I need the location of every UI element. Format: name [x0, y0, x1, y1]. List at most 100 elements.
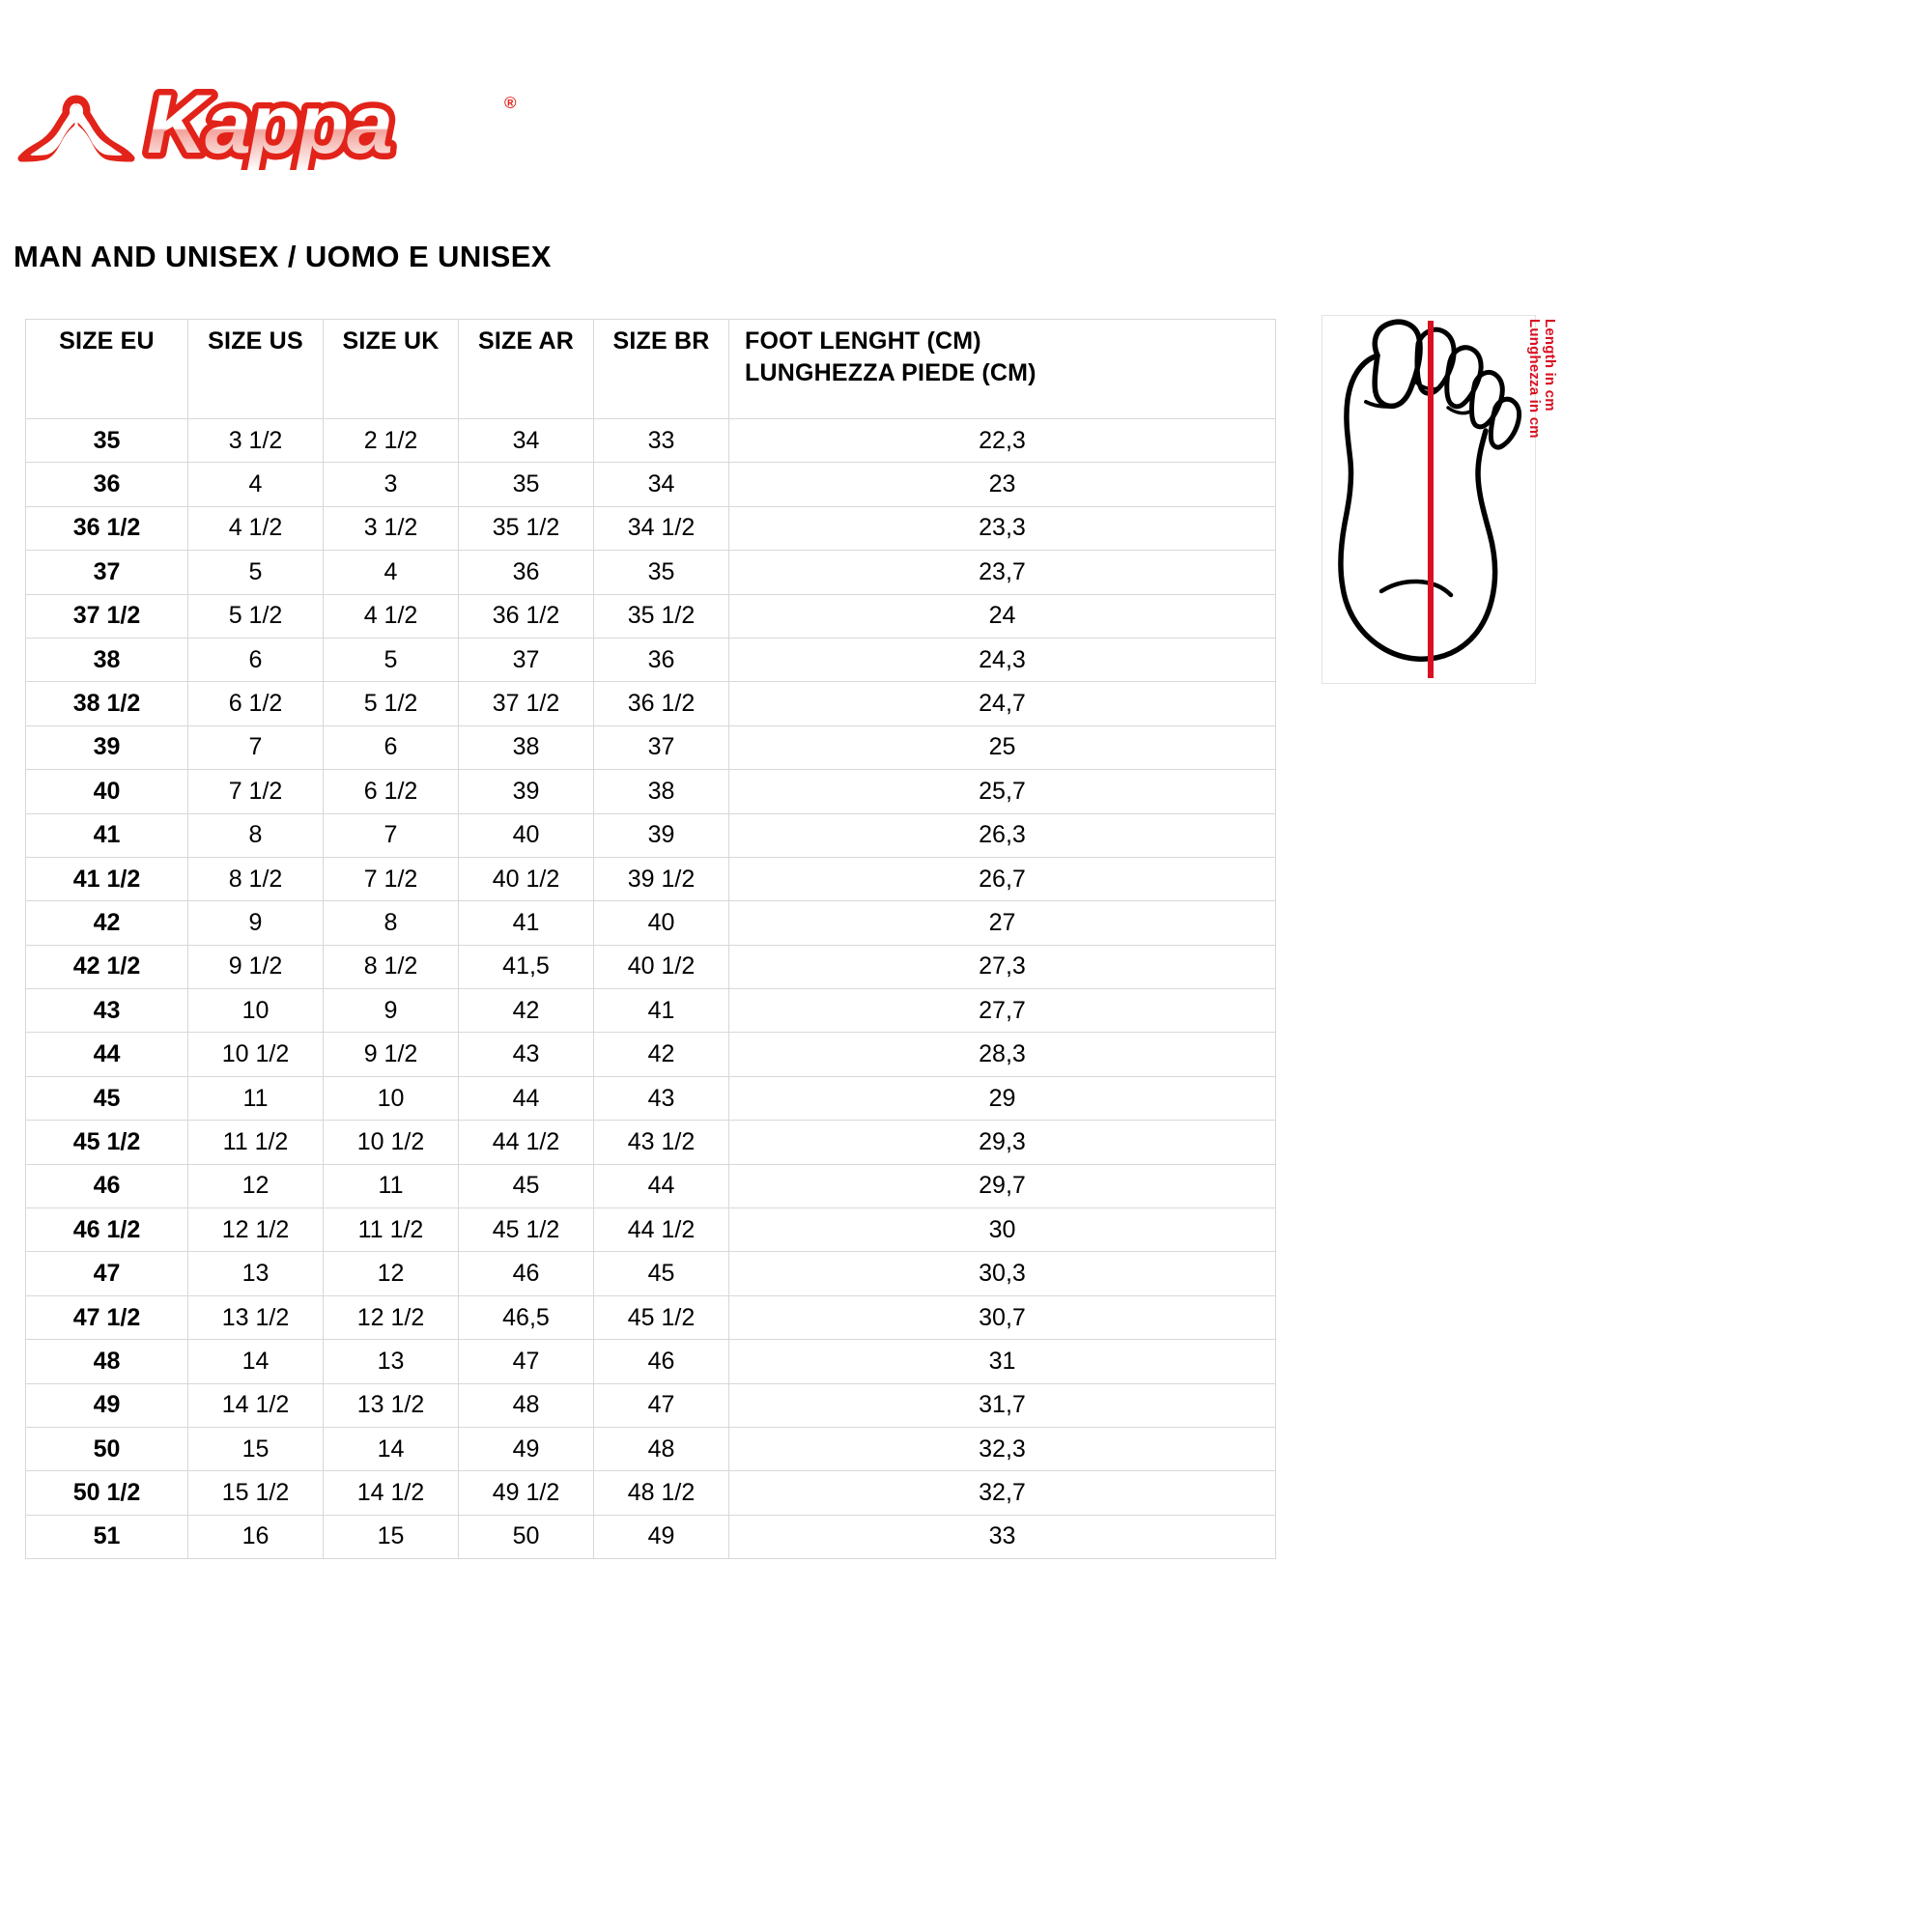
cell-size-uk: 5 1/2 [323, 681, 459, 726]
cell-foot-length: 29,3 [728, 1120, 1276, 1165]
column-header-foot-length: FOOT LENGHT (CM) LUNGHEZZA PIEDE (CM) [728, 319, 1276, 419]
cell-size-us: 4 [187, 462, 324, 507]
cell-size-ar: 34 [458, 417, 594, 464]
cell-size-br: 34 [593, 462, 729, 507]
cell-size-uk: 5 [323, 637, 459, 683]
table-row: 37 1/2 5 1/2 4 1/2 36 1/2 35 1/2 24 [25, 593, 1276, 639]
cell-size-us: 4 1/2 [187, 505, 324, 552]
cell-size-eu: 48 [25, 1339, 188, 1384]
foot-measurement-figure: Length in cm Lunghezza in cm [1321, 315, 1584, 694]
cell-size-br: 36 [593, 637, 729, 683]
kappa-logo: Kappa Kappa ® [14, 81, 535, 170]
cell-foot-length: 22,3 [728, 417, 1276, 464]
cell-size-br: 41 [593, 988, 729, 1034]
measurement-labels: Length in cm Lunghezza in cm [1526, 319, 1584, 493]
cell-size-uk: 12 [323, 1251, 459, 1296]
cell-foot-length: 31,7 [728, 1382, 1276, 1428]
cell-size-eu: 43 [25, 988, 188, 1034]
cell-size-us: 10 1/2 [187, 1032, 324, 1077]
cell-size-uk: 13 1/2 [323, 1382, 459, 1428]
cell-size-uk: 7 [323, 812, 459, 858]
column-header-size-uk: SIZE UK [323, 319, 459, 419]
cell-foot-length: 23,7 [728, 550, 1276, 595]
cell-size-ar: 42 [458, 988, 594, 1034]
cell-foot-length: 24,3 [728, 637, 1276, 683]
cell-size-ar: 47 [458, 1339, 594, 1384]
cell-size-br: 46 [593, 1339, 729, 1384]
cell-size-ar: 41 [458, 900, 594, 946]
table-row: 44 10 1/2 9 1/2 43 42 28,3 [25, 1032, 1276, 1077]
cell-size-us: 7 1/2 [187, 769, 324, 814]
cell-size-ar: 35 [458, 462, 594, 507]
table-body: 35 3 1/2 2 1/2 34 33 22,3 36 4 3 35 34 23 36 1/2 4 1/… [25, 417, 1276, 1560]
cell-size-uk: 10 1/2 [323, 1120, 459, 1165]
column-header-size-us: SIZE US [187, 319, 324, 419]
cell-size-eu: 37 1/2 [25, 593, 188, 639]
table-row: 47 1/2 13 1/2 12 1/2 46,5 45 1/2 30,7 [25, 1294, 1276, 1341]
cell-size-ar: 44 [458, 1075, 594, 1122]
size-chart-table-container: SIZE EU SIZE US SIZE UK SIZE AR SIZE BR … [25, 319, 1276, 1560]
cell-size-eu: 36 1/2 [25, 505, 188, 552]
cell-size-br: 37 [593, 724, 729, 771]
cell-size-us: 14 [187, 1339, 324, 1384]
cell-foot-length: 25,7 [728, 769, 1276, 814]
cell-foot-length: 30,7 [728, 1294, 1276, 1341]
cell-size-uk: 11 1/2 [323, 1208, 459, 1253]
cell-size-br: 45 1/2 [593, 1294, 729, 1341]
cell-size-ar: 45 1/2 [458, 1208, 594, 1253]
cell-size-us: 3 1/2 [187, 417, 324, 464]
cell-size-ar: 36 1/2 [458, 593, 594, 639]
cell-size-eu: 40 [25, 769, 188, 814]
cell-foot-length: 31 [728, 1339, 1276, 1384]
cell-foot-length: 26,7 [728, 856, 1276, 902]
cell-size-us: 5 [187, 550, 324, 595]
cell-foot-length: 29 [728, 1075, 1276, 1122]
table-row: 41 1/2 8 1/2 7 1/2 40 1/2 39 1/2 26,7 [25, 856, 1276, 902]
size-chart-table: SIZE EU SIZE US SIZE UK SIZE AR SIZE BR … [25, 319, 1276, 1560]
cell-size-uk: 8 [323, 900, 459, 946]
cell-size-eu: 45 1/2 [25, 1120, 188, 1165]
cell-size-ar: 40 1/2 [458, 856, 594, 902]
cell-size-uk: 15 [323, 1514, 459, 1560]
table-row: 36 1/2 4 1/2 3 1/2 35 1/2 34 1/2 23,3 [25, 505, 1276, 552]
cell-size-ar: 36 [458, 550, 594, 595]
table-row: 47 13 12 46 45 30,3 [25, 1251, 1276, 1296]
cell-size-br: 33 [593, 417, 729, 464]
table-row: 37 5 4 36 35 23,7 [25, 550, 1276, 595]
cell-size-eu: 36 [25, 462, 188, 507]
cell-foot-length: 27 [728, 900, 1276, 946]
cell-size-uk: 3 [323, 462, 459, 507]
cell-size-eu: 41 1/2 [25, 856, 188, 902]
measurement-label-it: Lunghezza in cm [1526, 319, 1543, 439]
svg-text:Kappa: Kappa [147, 81, 391, 170]
cell-size-us: 12 1/2 [187, 1208, 324, 1253]
table-row: 35 3 1/2 2 1/2 34 33 22,3 [25, 417, 1276, 464]
table-row: 50 15 14 49 48 32,3 [25, 1426, 1276, 1472]
table-row: 46 1/2 12 1/2 11 1/2 45 1/2 44 1/2 30 [25, 1208, 1276, 1253]
cell-size-eu: 46 [25, 1163, 188, 1209]
table-row: 43 10 9 42 41 27,7 [25, 988, 1276, 1034]
cell-size-eu: 50 1/2 [25, 1470, 188, 1516]
kappa-omini-icon [17, 95, 135, 162]
measurement-label-en: Length in cm [1542, 319, 1558, 412]
cell-size-us: 8 [187, 812, 324, 858]
cell-size-eu: 44 [25, 1032, 188, 1077]
cell-size-uk: 10 [323, 1075, 459, 1122]
cell-size-br: 40 [593, 900, 729, 946]
cell-size-eu: 37 [25, 550, 188, 595]
cell-foot-length: 30 [728, 1208, 1276, 1253]
cell-size-br: 47 [593, 1382, 729, 1428]
cell-size-br: 34 1/2 [593, 505, 729, 552]
cell-foot-length: 27,7 [728, 988, 1276, 1034]
cell-size-us: 15 [187, 1426, 324, 1472]
cell-size-uk: 13 [323, 1339, 459, 1384]
cell-foot-length: 24 [728, 593, 1276, 639]
cell-size-eu: 50 [25, 1426, 188, 1472]
cell-size-br: 48 1/2 [593, 1470, 729, 1516]
cell-size-br: 39 1/2 [593, 856, 729, 902]
column-header-size-ar: SIZE AR [458, 319, 594, 419]
cell-size-br: 38 [593, 769, 729, 814]
table-row: 50 1/2 15 1/2 14 1/2 49 1/2 48 1/2 32,7 [25, 1470, 1276, 1516]
cell-size-uk: 14 1/2 [323, 1470, 459, 1516]
table-row: 48 14 13 47 46 31 [25, 1339, 1276, 1384]
